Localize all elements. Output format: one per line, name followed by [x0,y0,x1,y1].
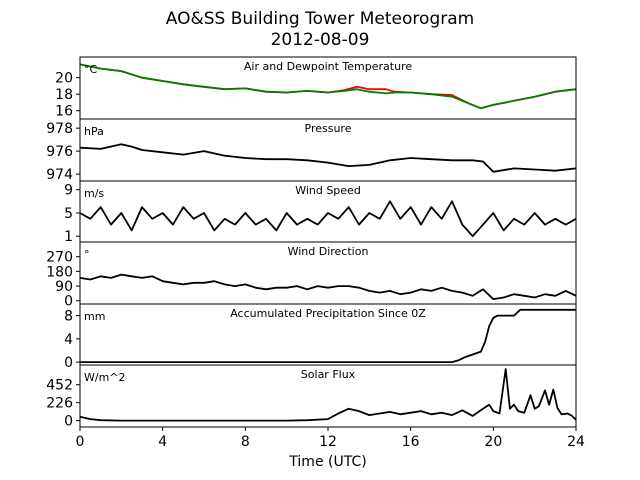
panel-2-title: Wind Speed [295,184,361,197]
panel-0-ytick-label-0: 16 [55,104,73,120]
x-tick-label-6: 24 [567,434,585,450]
panel-2: 1 5 9 Wind Speed m/s [64,180,577,245]
panel-3-ytick-label-1: 90 [55,279,73,295]
panel-3-title: Wind Direction [288,245,369,258]
panel-1-unit: hPa [84,125,104,138]
panel-5-unit: W/m^2 [84,371,126,384]
panel-5-ytick-label-2: 452 [46,378,73,394]
x-tick-label-1: 4 [158,434,167,450]
panel-1-ytick-label-2: 978 [46,121,73,137]
panel-0-ytick-label-1: 18 [55,87,73,103]
panel-3-series-0-line [79,273,577,301]
x-tick-label-3: 12 [319,434,337,450]
panel-2-series-0-line [79,200,577,238]
panel-0-unit: °C [84,63,98,76]
panel-5-title: Solar Flux [301,368,356,381]
panel-4-unit: mm [84,310,105,323]
x-axis-label: Time (UTC) [288,454,366,470]
panel-3-ytick-label-3: 270 [46,250,73,266]
panel-1-ytick-label-1: 976 [46,144,73,160]
panel-4: 0 4 8 Accumulated Precipitation Since 0Z mm [64,303,577,371]
panel-5-ytick-label-0: 0 [64,414,73,430]
x-axis: 0 4 8 12 16 20 24 [76,427,585,450]
x-tick-label-5: 20 [484,434,502,450]
panel-3-ytick-label-0: 0 [64,294,73,310]
panel-1: 974 976 978 Pressure hPa [46,118,577,183]
x-tick-label-0: 0 [76,434,85,450]
panel-1-title: Pressure [305,122,352,135]
x-tick-label-4: 16 [402,434,420,450]
panel-2-ytick-label-1: 5 [64,206,73,222]
panel-5-series-0-line [79,368,577,422]
panel-0-series-1-line [79,63,577,110]
panel-4-series-0-line [80,308,576,364]
panel-4-title: Accumulated Precipitation Since 0Z [230,307,426,320]
panel-0-title: Air and Dewpoint Temperature [244,60,412,73]
panel-3-ytick-label-2: 180 [46,264,73,280]
panel-1-series-0-line [79,143,577,173]
panel-2-ytick-label-2: 9 [64,183,73,199]
panel-2-unit: m/s [84,187,104,200]
panel-5: 0 226 452 Solar Flux W/m^2 [46,364,577,430]
panel-2-ytick-label-0: 1 [64,229,73,245]
panel-5-ytick-label-1: 226 [46,396,73,412]
panel-4-ytick-label-2: 8 [64,309,73,325]
panel-4-ytick-label-1: 4 [64,332,73,348]
panel-4-ytick-label-0: 0 [64,355,73,371]
panel-1-ytick-label-0: 974 [46,167,73,183]
panel-0-ytick-label-2: 20 [55,71,73,87]
x-tick-label-2: 8 [241,434,250,450]
figure-title-line2: 2012-08-09 [271,30,370,50]
panel-3-unit: ° [84,248,90,261]
figure-title-line1: AO&SS Building Tower Meteorogram [166,9,474,29]
